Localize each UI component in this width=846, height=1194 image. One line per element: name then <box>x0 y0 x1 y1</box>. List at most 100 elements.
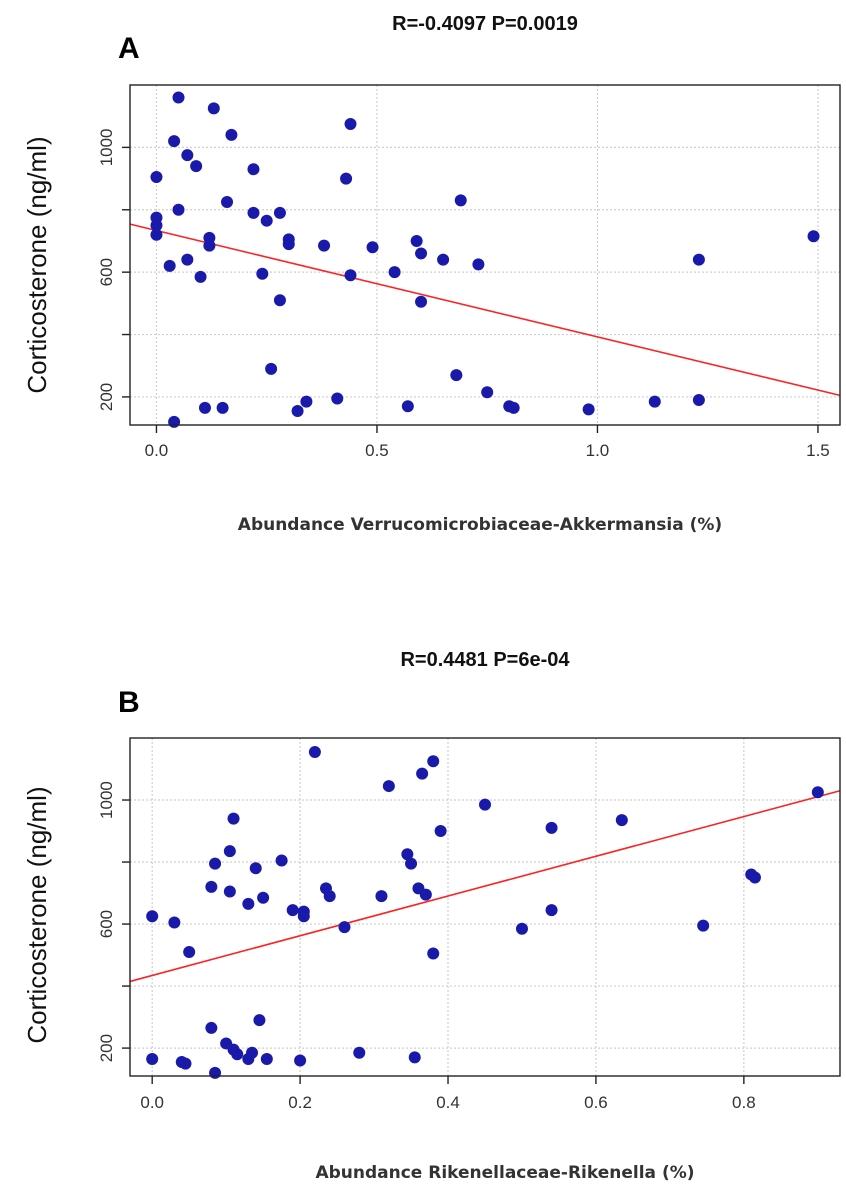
panel-a-label: A <box>118 32 140 65</box>
data-point <box>221 195 234 208</box>
panel-b-y-tick-label: 1000 <box>97 781 116 819</box>
data-point <box>163 259 176 272</box>
data-point <box>209 857 222 870</box>
data-point <box>415 247 428 260</box>
data-point <box>181 253 194 266</box>
data-point <box>225 128 238 141</box>
panel-b-x-tick-label: 0.2 <box>288 1093 312 1112</box>
data-point <box>427 755 440 768</box>
regression-line <box>129 789 841 983</box>
data-point <box>181 149 194 162</box>
panel-b: R=0.4481 P=6e-04 B Corticosterone (ng/ml… <box>22 649 841 1183</box>
data-point <box>190 160 203 173</box>
data-point <box>472 258 485 271</box>
data-point <box>223 845 236 858</box>
data-point <box>648 395 661 408</box>
data-point <box>405 857 418 870</box>
data-point <box>172 91 185 104</box>
data-point <box>811 786 824 799</box>
panel-b-y-axis-label: Corticosterone (ng/ml) <box>22 786 52 1043</box>
data-point <box>297 905 310 918</box>
panel-a-y-axis-label: Corticosterone (ng/ml) <box>22 136 52 393</box>
data-point <box>419 888 432 901</box>
data-point <box>231 1048 244 1061</box>
data-point <box>437 253 450 266</box>
data-point <box>150 171 163 184</box>
data-point <box>410 234 423 247</box>
data-point <box>340 172 353 185</box>
data-point <box>227 812 240 825</box>
data-point <box>300 395 313 408</box>
plot-frame <box>129 84 841 426</box>
panel-a: R=-0.4097 P=0.0019 A Corticosterone (ng/… <box>22 13 841 535</box>
data-point <box>260 214 273 227</box>
data-point <box>807 230 820 243</box>
data-point <box>353 1046 366 1059</box>
panel-a-y-tick-label: 1000 <box>97 128 116 166</box>
panel-b-x-tick-label: 0.0 <box>140 1093 164 1112</box>
data-point <box>416 767 429 780</box>
data-point <box>265 362 278 375</box>
data-point <box>427 947 440 960</box>
data-point <box>223 885 236 898</box>
data-point <box>249 862 262 875</box>
data-point <box>582 403 595 416</box>
data-point <box>256 267 269 280</box>
data-point <box>515 922 528 935</box>
data-point <box>291 404 304 417</box>
data-point <box>150 228 163 241</box>
panel-b-label: B <box>118 686 140 719</box>
data-point <box>388 266 401 279</box>
data-point <box>168 415 181 428</box>
data-point <box>183 945 196 958</box>
panel-a-x-tick-label: 0.5 <box>365 441 389 460</box>
data-point <box>216 401 229 414</box>
data-point <box>344 117 357 130</box>
data-point <box>209 1066 222 1079</box>
data-point <box>401 848 414 861</box>
data-point <box>434 825 447 838</box>
data-point <box>375 890 388 903</box>
data-point <box>247 163 260 176</box>
data-point <box>615 814 628 827</box>
data-point <box>294 1054 307 1067</box>
plot-frame <box>129 737 841 1077</box>
data-point <box>205 880 218 893</box>
data-point <box>545 904 558 917</box>
data-point <box>257 891 270 904</box>
data-point <box>203 239 216 252</box>
data-point <box>454 194 467 207</box>
data-point <box>748 871 761 884</box>
data-point <box>150 219 163 232</box>
data-point <box>194 270 207 283</box>
panel-a-x-tick-label: 1.0 <box>586 441 610 460</box>
data-point <box>179 1057 192 1070</box>
data-point <box>275 854 288 867</box>
data-point <box>246 1046 259 1059</box>
data-point <box>401 400 414 413</box>
panel-a-y-tick-label: 600 <box>97 258 116 286</box>
data-point <box>146 910 159 923</box>
panel-b-x-axis-label: Abundance Rikenellaceae-Rikenella (%) <box>315 1163 694 1183</box>
data-point <box>205 1021 218 1034</box>
data-point <box>318 239 331 252</box>
data-point <box>323 890 336 903</box>
data-point <box>415 295 428 308</box>
panel-b-y-tick-label: 600 <box>97 910 116 938</box>
data-point <box>198 401 211 414</box>
data-point <box>273 206 286 219</box>
panel-b-x-tick-label: 0.4 <box>436 1093 460 1112</box>
data-point <box>207 102 220 115</box>
panel-b-x-tick-label: 0.6 <box>584 1093 608 1112</box>
data-point <box>338 921 351 934</box>
data-point <box>450 369 463 382</box>
data-point <box>692 253 705 266</box>
panel-a-x-tick-label: 0.0 <box>145 441 169 460</box>
data-point <box>282 238 295 251</box>
data-point <box>247 206 260 219</box>
data-point <box>331 392 344 405</box>
data-point <box>172 203 185 216</box>
data-point <box>286 904 299 917</box>
panel-a-y-tick-label: 200 <box>97 383 116 411</box>
data-point <box>260 1052 273 1065</box>
